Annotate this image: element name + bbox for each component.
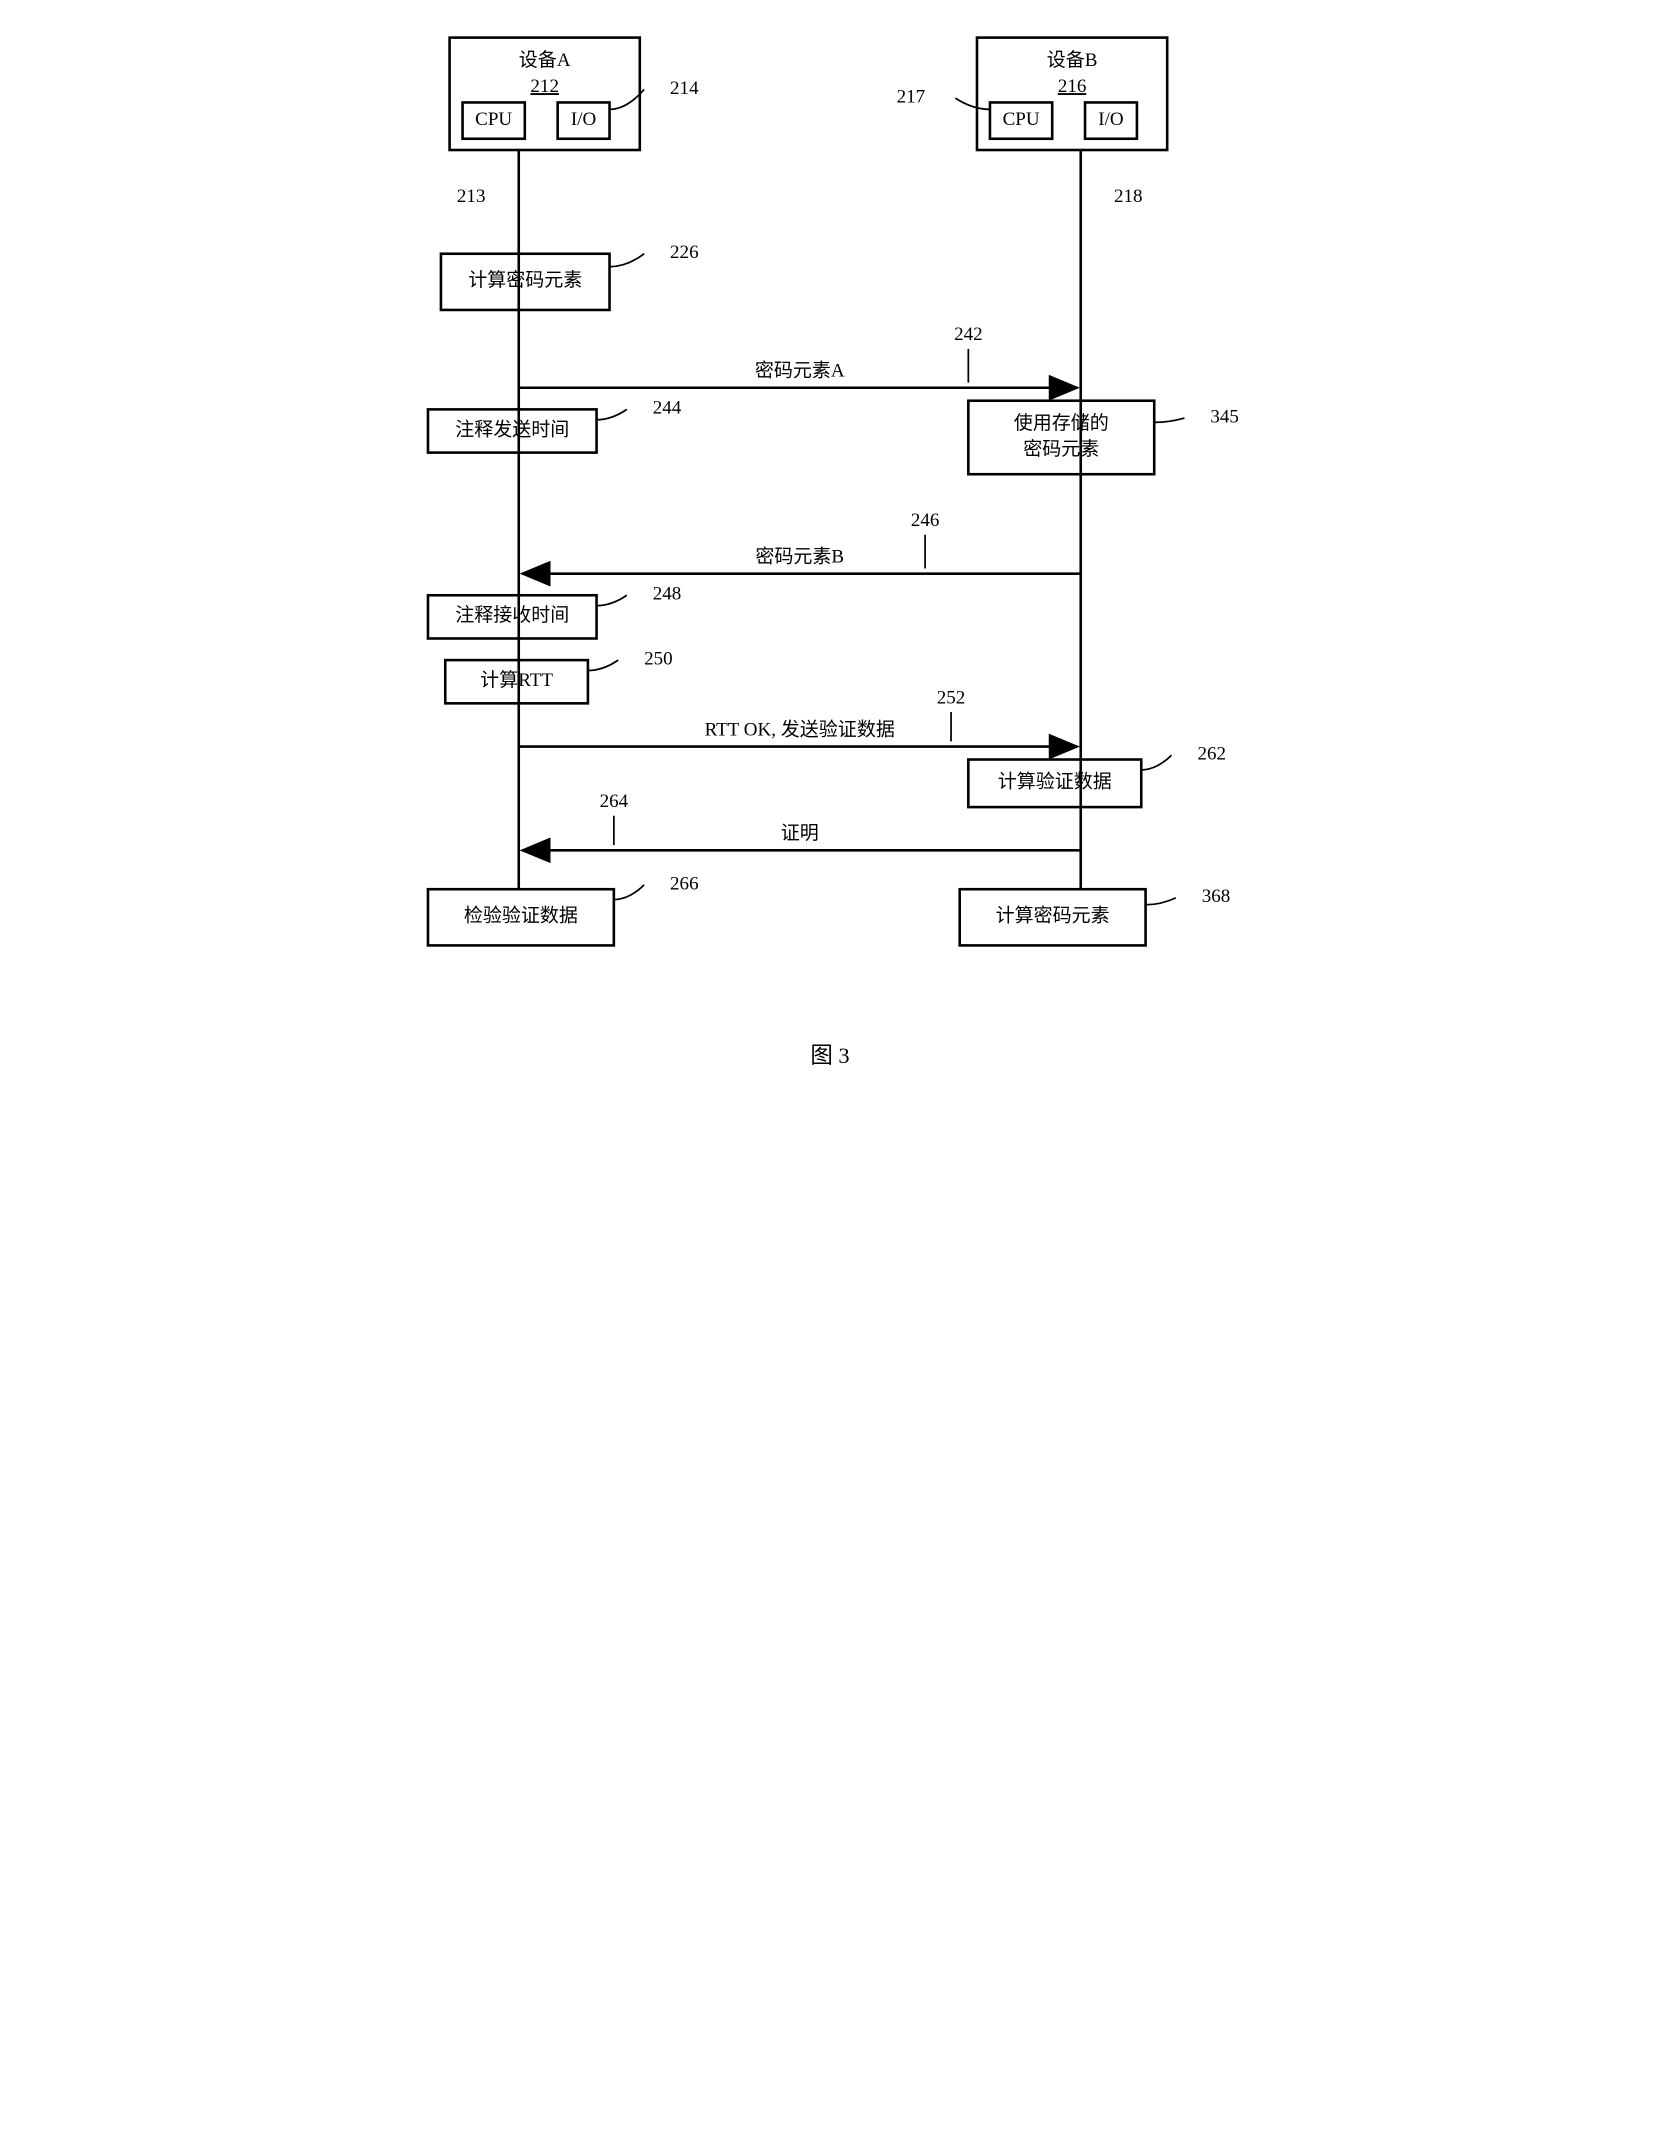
use-stored bbox=[968, 401, 1154, 474]
check-verify-t: 检验验证数据 bbox=[463, 905, 577, 927]
label-248: 248 bbox=[652, 584, 681, 605]
use-stored-t1: 使用存储的 bbox=[1013, 412, 1108, 434]
device-a-io-label: I/O bbox=[570, 109, 595, 130]
label-250: 250 bbox=[644, 648, 673, 669]
arrow-crypto-b-text: 密码元素B bbox=[755, 545, 844, 567]
note-send-time-t: 注释发送时间 bbox=[455, 418, 569, 440]
calc-crypto-b-t: 计算密码元素 bbox=[995, 905, 1109, 927]
label-368: 368 bbox=[1201, 886, 1230, 907]
device-a-number: 212 bbox=[530, 76, 559, 97]
label-262: 262 bbox=[1197, 744, 1226, 765]
calc-crypto-a-t: 计算密码元素 bbox=[468, 269, 582, 291]
arrow-rtt-ok-text: RTT OK, 发送验证数据 bbox=[704, 718, 894, 740]
label-244: 244 bbox=[652, 398, 681, 419]
label-264: 264 bbox=[599, 791, 628, 812]
label-213: 213 bbox=[456, 186, 485, 207]
figure-label: 图 3 bbox=[810, 1043, 849, 1068]
label-266: 266 bbox=[670, 873, 699, 894]
label-226: 226 bbox=[670, 242, 699, 263]
device-b-number: 216 bbox=[1057, 76, 1086, 97]
device-a-title: 设备A bbox=[518, 49, 570, 71]
arrow-proof-text: 证明 bbox=[780, 822, 818, 844]
device-b-title: 设备B bbox=[1046, 49, 1097, 71]
arrow-crypto-a-text: 密码元素A bbox=[754, 360, 844, 382]
label-345: 345 bbox=[1210, 406, 1239, 427]
label-217: 217 bbox=[896, 86, 925, 107]
calc-verify-t: 计算验证数据 bbox=[997, 771, 1111, 793]
device-b-cpu-label: CPU bbox=[1002, 109, 1039, 130]
use-stored-t2: 密码元素 bbox=[1023, 438, 1099, 460]
label-218: 218 bbox=[1114, 186, 1143, 207]
device-a-cpu-label: CPU bbox=[475, 109, 512, 130]
note-recv-time-t: 注释接收时间 bbox=[455, 604, 569, 626]
calc-rtt-t: 计算RTT bbox=[480, 669, 553, 691]
label-214: 214 bbox=[670, 78, 699, 99]
label-242: 242 bbox=[954, 324, 983, 345]
label-252: 252 bbox=[936, 687, 965, 708]
device-b-io-label: I/O bbox=[1098, 109, 1123, 130]
label-246: 246 bbox=[910, 510, 939, 531]
